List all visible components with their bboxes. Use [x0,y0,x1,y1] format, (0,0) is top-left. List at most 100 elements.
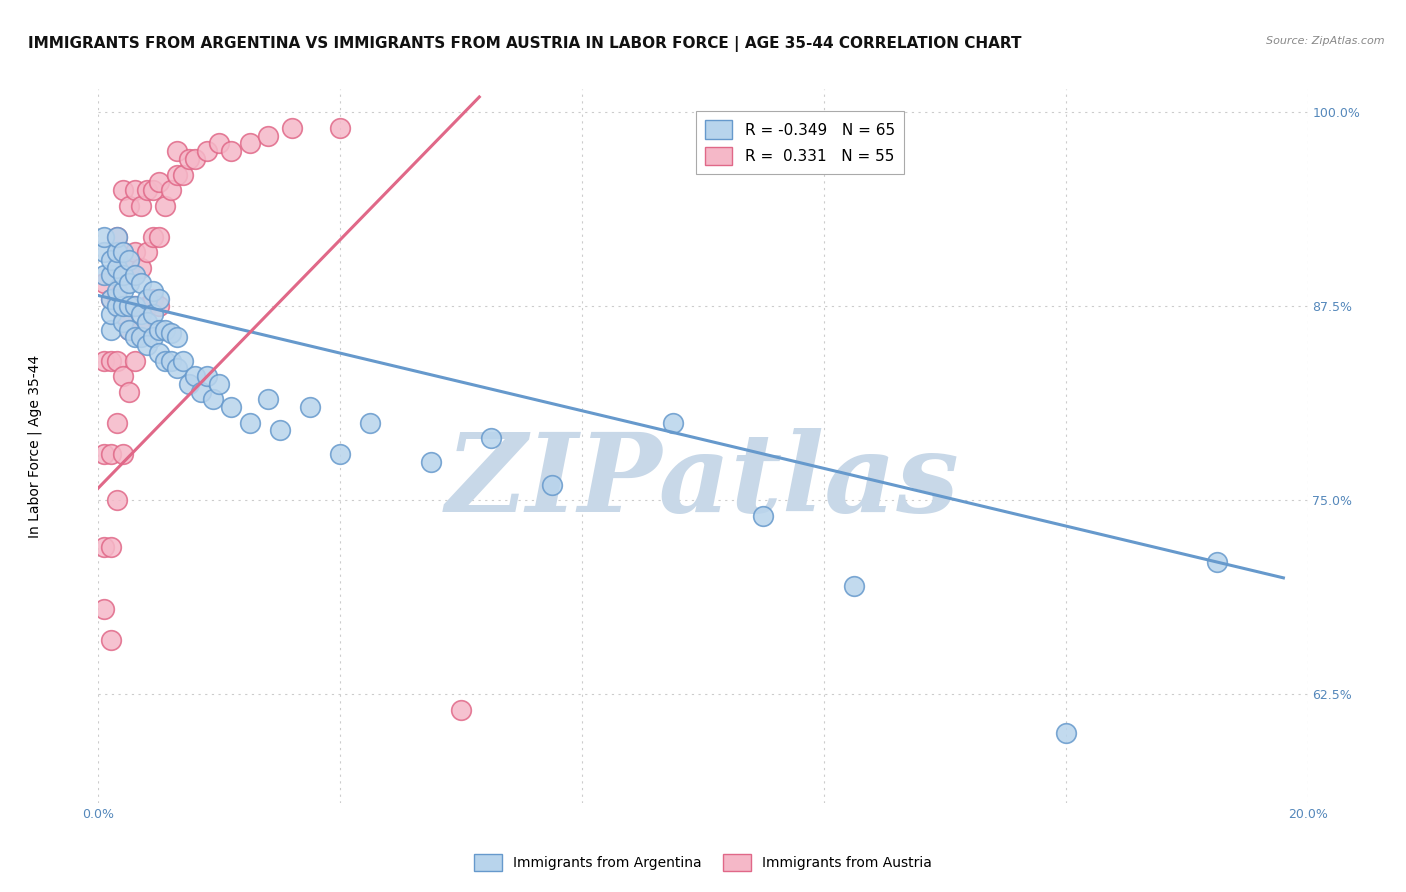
Point [105,493,128,508]
Point [239,416,262,430]
Point [202,392,225,407]
Point [105,260,128,275]
Point [129,276,152,290]
Point [135,299,157,313]
Point [118,260,141,275]
Point [195,145,218,159]
Point [540,477,562,491]
Point [256,392,278,407]
Point [111,245,134,260]
Point [100,307,122,321]
Point [135,245,157,260]
Point [142,330,165,344]
Point [481,431,503,445]
Point [190,384,212,399]
Point [93,353,115,368]
Point [111,245,134,260]
Point [142,307,165,321]
Point [124,330,146,344]
Point [129,307,152,321]
Point [281,120,304,135]
Point [105,284,128,298]
Point [118,252,141,267]
Point [105,299,128,313]
Point [329,120,352,135]
Point [124,353,146,368]
Point [148,175,170,189]
Point [93,447,115,461]
Point [105,416,128,430]
Point [111,183,134,197]
Point [166,330,188,344]
Point [752,508,775,523]
Point [153,198,176,212]
Point [105,292,128,306]
Point [118,384,141,399]
Text: In Labor Force | Age 35-44: In Labor Force | Age 35-44 [28,354,42,538]
Point [148,299,170,313]
Point [111,315,134,329]
Point [93,245,115,260]
Point [153,353,176,368]
Point [118,323,141,337]
Point [111,369,134,384]
Point [142,183,165,197]
Point [142,292,165,306]
Point [111,268,134,283]
Point [135,183,157,197]
Point [100,353,122,368]
Point [124,268,146,283]
Point [100,292,122,306]
Point [148,292,170,306]
Point [129,323,152,337]
Point [661,416,683,430]
Point [142,284,165,298]
Point [142,229,165,244]
Point [239,136,262,151]
Point [111,447,134,461]
Point [184,369,207,384]
Point [195,369,218,384]
Point [256,128,278,143]
Point [135,292,157,306]
Point [172,353,194,368]
Point [111,299,134,313]
Point [105,245,128,260]
Point [118,299,141,313]
Point [153,323,176,337]
Point [208,376,231,391]
Point [111,284,134,298]
Point [148,323,170,337]
Point [111,307,134,321]
Point [166,361,188,376]
Point [124,183,146,197]
Point [184,152,207,166]
Point [100,540,122,554]
Point [221,401,243,415]
Point [129,198,152,212]
Text: Source: ZipAtlas.com: Source: ZipAtlas.com [1267,36,1385,45]
Legend: Immigrants from Argentina, Immigrants from Austria: Immigrants from Argentina, Immigrants fr… [468,848,938,876]
Point [148,229,170,244]
Point [100,252,122,267]
Point [299,401,322,415]
Point [1206,555,1229,569]
Point [420,454,443,468]
Point [135,338,157,352]
Point [93,229,115,244]
Point [105,229,128,244]
Point [124,245,146,260]
Point [129,260,152,275]
Point [208,136,231,151]
Point [93,276,115,290]
Point [100,292,122,306]
Point [160,326,183,340]
Point [124,299,146,313]
Point [360,416,382,430]
Point [221,145,243,159]
Text: IMMIGRANTS FROM ARGENTINA VS IMMIGRANTS FROM AUSTRIA IN LABOR FORCE | AGE 35-44 : IMMIGRANTS FROM ARGENTINA VS IMMIGRANTS … [28,36,1022,52]
Point [129,330,152,344]
Point [179,376,201,391]
Point [1054,726,1077,740]
Point [100,268,122,283]
